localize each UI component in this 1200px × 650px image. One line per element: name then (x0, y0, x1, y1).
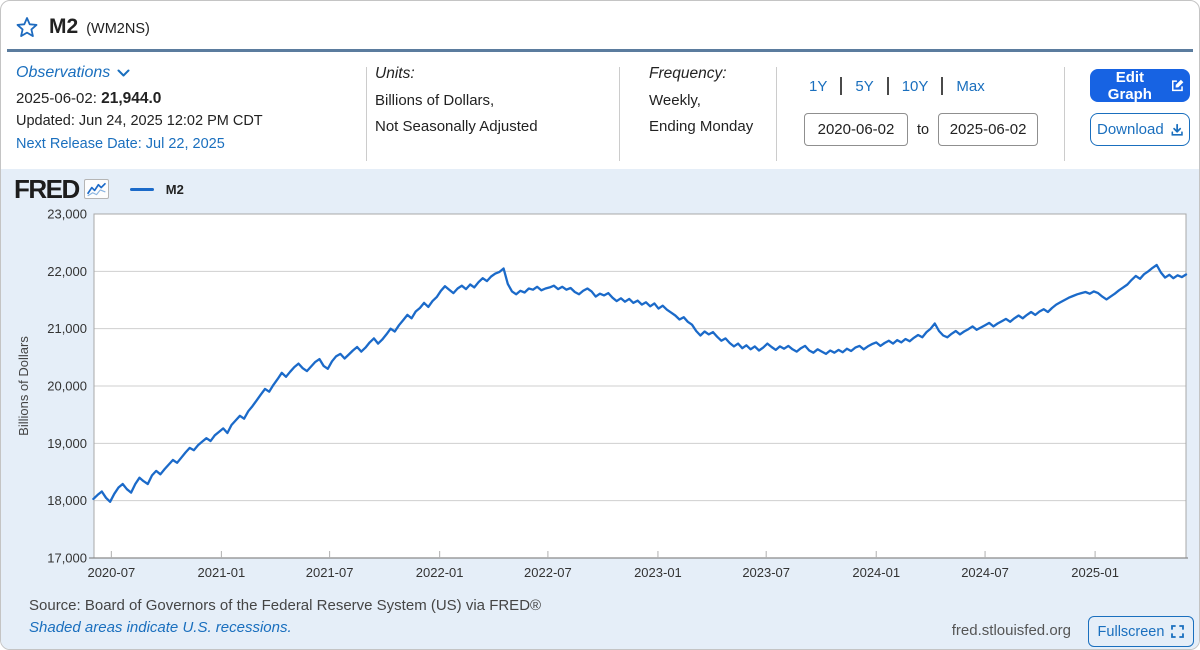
fullscreen-label: Fullscreen (1097, 623, 1165, 640)
m2-series-line (92, 263, 1188, 503)
title-row: M2 (WM2NS) (15, 15, 150, 39)
divider (366, 67, 367, 161)
x-tick-label: 2022-07 (524, 565, 572, 580)
x-tick-label: 2024-07 (961, 565, 1009, 580)
date-to-input[interactable] (938, 113, 1039, 146)
observations-dropdown[interactable]: Observations (16, 64, 130, 82)
page-title: M2 (49, 15, 79, 38)
legend-line-swatch (129, 187, 154, 191)
x-tick-label: 2021-01 (198, 565, 246, 580)
x-tick-label: 2025-01 (1071, 565, 1119, 580)
x-tick-label: 2023-07 (742, 565, 790, 580)
x-tick-label: 2021-07 (306, 565, 354, 580)
chevron-down-icon (117, 69, 130, 76)
download-button[interactable]: Download (1090, 113, 1190, 146)
divider (619, 67, 620, 161)
x-tick-label: 2023-01 (634, 565, 682, 580)
x-tick-label: 2024-01 (852, 565, 900, 580)
units-section: Units: Billions of Dollars, Not Seasonal… (375, 65, 538, 135)
range-max[interactable]: Max (956, 77, 985, 95)
star-icon[interactable] (15, 15, 39, 39)
header-divider (7, 49, 1193, 52)
frequency-value-2: Ending Monday (649, 118, 754, 135)
y-tick-label: 17,000 (47, 551, 87, 566)
legend-label: M2 (165, 181, 184, 197)
fullscreen-icon (1171, 625, 1185, 638)
fred-logo: FRED (14, 173, 80, 204)
fred-chart-icon (83, 179, 109, 199)
x-tick-label: 2022-01 (416, 565, 464, 580)
updated-timestamp: Updated: Jun 24, 2025 12:02 PM CDT (16, 113, 263, 129)
m2-line-chart[interactable]: 17,000 18,000 19,000 20,000 21,000 22,000 23,0… (1, 169, 1200, 650)
edit-icon (1171, 79, 1184, 92)
site-url: fred.stlouisfed.org (951, 622, 1071, 639)
range-1y[interactable]: 1Y (809, 77, 828, 95)
divider (840, 77, 843, 95)
download-label: Download (1097, 121, 1164, 138)
edit-graph-label: Edit Graph (1107, 68, 1152, 103)
recession-note: Shaded areas indicate U.S. recessions. (29, 619, 292, 636)
frequency-value-1: Weekly, (649, 92, 701, 109)
units-label: Units: (375, 65, 415, 82)
divider (941, 77, 944, 95)
y-tick-label: 19,000 (47, 436, 87, 451)
download-icon (1171, 123, 1183, 136)
date-range-controls: to (804, 113, 1039, 146)
latest-observation: 2025-06-02: 21,944.0 (16, 90, 161, 108)
frequency-label: Frequency: (649, 65, 727, 82)
brand-row: FRED M2 (14, 173, 184, 204)
frequency-section: Frequency: Weekly, Ending Monday (649, 65, 753, 135)
latest-observation-date: 2025-06-02: (16, 90, 97, 107)
range-5y[interactable]: 5Y (855, 77, 874, 95)
y-tick-label: 22,000 (47, 264, 87, 279)
units-value-2: Not Seasonally Adjusted (375, 118, 538, 135)
next-release-date: Next Release Date: Jul 22, 2025 (16, 136, 225, 152)
divider (886, 77, 889, 95)
y-tick-label: 20,000 (47, 379, 87, 394)
divider (776, 67, 777, 161)
units-value-1: Billions of Dollars, (375, 92, 495, 109)
y-axis-title: Billions of Dollars (16, 336, 31, 436)
y-tick-label: 21,000 (47, 321, 87, 336)
to-label: to (917, 121, 930, 138)
observations-label: Observations (16, 64, 111, 81)
divider (1064, 67, 1065, 161)
date-from-input[interactable] (804, 113, 908, 146)
source-attribution: Source: Board of Governors of the Federa… (29, 597, 542, 614)
edit-graph-button[interactable]: Edit Graph (1090, 68, 1190, 103)
x-tick-label: 2020-07 (87, 565, 135, 580)
series-id: (WM2NS) (86, 20, 150, 37)
fullscreen-button[interactable]: Fullscreen (1088, 616, 1194, 647)
y-tick-label: 18,000 (47, 493, 87, 508)
range-shortcuts: 1Y 5Y 10Y Max (809, 77, 985, 95)
range-10y[interactable]: 10Y (901, 77, 929, 95)
latest-observation-value: 21,944.0 (101, 90, 162, 107)
y-tick-label: 23,000 (47, 207, 87, 222)
